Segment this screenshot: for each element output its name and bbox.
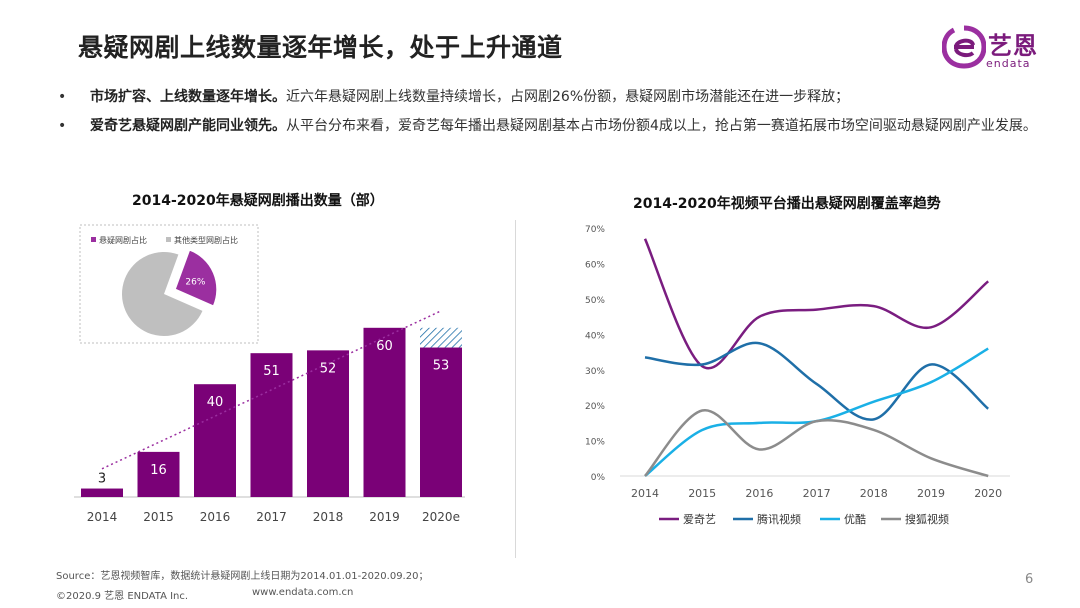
trend-line	[101, 310, 442, 470]
pie-label: 26%	[185, 277, 205, 287]
endata-logo-icon	[941, 25, 987, 69]
bullet-dot: •	[58, 89, 67, 105]
bar	[363, 327, 406, 497]
endata-logo	[941, 24, 1054, 76]
bar	[137, 451, 180, 497]
bar	[420, 347, 462, 497]
legend-swatch	[166, 237, 171, 242]
x-tick-label: 2017	[803, 487, 831, 500]
bar-value-label: 60	[376, 339, 393, 354]
bar-value-label: 40	[207, 395, 224, 410]
bar-value-label: 3	[98, 472, 106, 487]
y-tick-label: 0%	[591, 473, 606, 483]
bullet-text: 从平台分布来看，爱奇艺每年播出悬疑网剧基本占市场份额4成以上，抢占第一赛道拓展市…	[286, 118, 1037, 134]
bar-value-label: 52	[320, 361, 337, 376]
x-tick-label: 2016	[745, 487, 773, 500]
x-tick-label: 2017	[256, 510, 287, 524]
y-tick-label: 50%	[585, 296, 605, 306]
footer-source: Source：艺恩视频智库，数据统计悬疑网剧上线日期为2014.01.01-20…	[56, 571, 429, 582]
bullet-heading: 爱奇艺悬疑网剧产能同业领先。	[90, 118, 286, 134]
y-tick-label: 20%	[585, 402, 605, 412]
bullet-dot: •	[58, 118, 67, 134]
bullet-heading: 市场扩容、上线数量逐年增长。	[90, 89, 286, 105]
x-tick-label: 2015	[688, 487, 716, 500]
bar-value-label: 51	[263, 364, 280, 379]
x-tick-label: 2018	[313, 510, 344, 524]
legend-label: 腾讯视频	[757, 512, 801, 526]
pie-slice-other	[122, 252, 203, 336]
legend-label: 其他类型网剧占比	[174, 235, 238, 245]
series-line	[643, 238, 990, 370]
x-tick-label: 2016	[200, 510, 231, 524]
bar-projected	[420, 327, 462, 348]
pie-inset-frame	[79, 224, 259, 344]
footer-website: www.endata.com.cn	[252, 587, 354, 598]
x-tick-label: 2020	[974, 487, 1002, 500]
logo-chinese-text: 艺恩	[988, 32, 1038, 60]
x-tick-label: 2015	[143, 510, 174, 524]
y-tick-label: 10%	[585, 438, 605, 448]
bullet-item: • 爱奇艺悬疑网剧产能同业领先。从平台分布来看，爱奇艺每年播出悬疑网剧基本占市场…	[56, 113, 1056, 140]
x-tick-label: 2020e	[422, 510, 460, 524]
series-line	[644, 341, 990, 421]
x-tick-label: 2014	[87, 510, 118, 524]
legend-label: 优酷	[844, 513, 866, 526]
bar	[194, 384, 236, 497]
bullet-list: • 市场扩容、上线数量逐年增长。近六年悬疑网剧上线数量持续增长，占网剧26%份额…	[56, 84, 1056, 140]
legend-label: 搜狐视频	[905, 512, 949, 526]
chart-divider	[515, 220, 516, 558]
y-tick-label: 40%	[585, 331, 605, 341]
bar-chart-title: 2014-2020年悬疑网剧播出数量（部）	[132, 193, 384, 209]
logo-english-text: endata	[986, 57, 1031, 70]
series-line	[644, 409, 989, 478]
x-tick-label: 2018	[860, 487, 888, 500]
bar	[81, 488, 123, 497]
page-number: 6	[1025, 572, 1034, 587]
y-tick-label: 70%	[585, 225, 605, 235]
x-tick-label: 2019	[917, 487, 945, 500]
bullet-item: • 市场扩容、上线数量逐年增长。近六年悬疑网剧上线数量持续增长，占网剧26%份额…	[56, 84, 1056, 111]
bar-value-label: 16	[150, 463, 167, 478]
page-title: 悬疑网剧上线数量逐年增长，处于上升通道	[78, 33, 563, 62]
y-tick-label: 60%	[585, 261, 605, 271]
x-tick-label: 2019	[369, 510, 400, 524]
legend-swatch	[91, 237, 96, 242]
legend-label: 爱奇艺	[683, 513, 716, 526]
footer-copyright: ©2020.9 艺恩 ENDATA Inc.	[56, 591, 189, 602]
pie-slice-highlight	[174, 248, 218, 308]
bar	[250, 353, 293, 497]
bar-value-label: 53	[433, 359, 450, 374]
line-chart-title: 2014-2020年视频平台播出悬疑网剧覆盖率趋势	[633, 196, 941, 212]
legend-label: 悬疑网剧占比	[99, 235, 147, 245]
bar	[307, 350, 349, 497]
bullet-text: 近六年悬疑网剧上线数量持续增长，占网剧26%份额，悬疑网剧市场潜能还在进一步释放…	[286, 89, 850, 105]
y-tick-label: 30%	[585, 367, 605, 377]
x-tick-label: 2014	[631, 487, 659, 500]
